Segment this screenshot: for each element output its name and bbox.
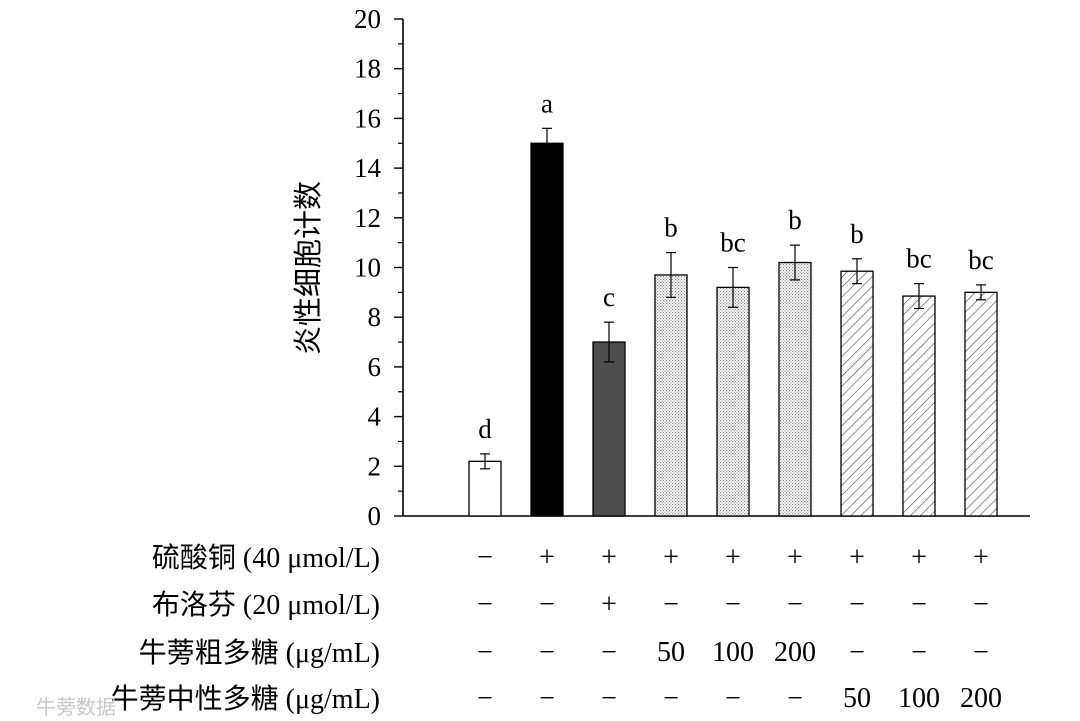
treatment-cell: −	[663, 683, 679, 714]
bar	[468, 460, 502, 517]
significance-letter: b	[664, 213, 678, 243]
treatment-cell: −	[539, 589, 555, 620]
treatment-cell: −	[911, 589, 927, 620]
treatment-cell: +	[911, 542, 927, 573]
treatment-cell: +	[787, 542, 803, 573]
y-tick-label: 20	[354, 4, 381, 34]
treatment-cell: +	[601, 589, 617, 620]
treatment-cell: −	[601, 683, 617, 714]
treatment-cell: 100	[898, 683, 940, 714]
significance-letters-group: d a c b bc b b bc bc	[478, 88, 994, 444]
treatment-cell: 50	[843, 683, 871, 714]
treatment-cell: −	[911, 637, 927, 668]
treatment-cell: −	[973, 637, 989, 668]
watermark-text: 牛蒡数据	[36, 696, 116, 719]
treatment-cell: −	[849, 589, 865, 620]
bar	[592, 341, 626, 517]
y-tick-label: 14	[354, 153, 382, 183]
bar	[902, 295, 936, 517]
treatment-cell: −	[539, 683, 555, 714]
y-axis: 0 2 4 6 8 10 12 14 16 18 20	[354, 4, 404, 531]
treatment-cell: −	[725, 589, 741, 620]
treatment-cell: 200	[960, 683, 1002, 714]
y-tick-label: 4	[368, 402, 382, 432]
y-tick-label: 2	[368, 451, 382, 481]
treatment-row-label: 牛蒡中性多糖 (μg/mL)	[111, 683, 380, 715]
bars-group	[468, 142, 998, 517]
treatment-cell: +	[539, 542, 555, 573]
treatment-cell: +	[849, 542, 865, 573]
significance-letter: bc	[968, 245, 994, 275]
y-tick-label: 0	[368, 501, 382, 531]
treatment-cell: +	[663, 542, 679, 573]
bar	[654, 274, 688, 517]
significance-letter: b	[788, 205, 802, 235]
treatment-cell: +	[725, 542, 741, 573]
y-tick-label: 6	[368, 352, 382, 382]
treatment-cell: −	[849, 637, 865, 668]
significance-letter: c	[603, 282, 615, 312]
treatment-cell: 50	[657, 637, 685, 668]
significance-letter: a	[541, 88, 553, 118]
treatment-cell: −	[539, 637, 555, 668]
error-bars-group	[480, 127, 986, 470]
bar	[778, 261, 812, 517]
y-axis-label: 炎性细胞计数	[292, 181, 325, 355]
treatment-cell: −	[787, 683, 803, 714]
treatment-cell: +	[601, 542, 617, 573]
y-tick-label: 10	[354, 253, 381, 283]
treatment-cell: −	[787, 589, 803, 620]
treatment-cell: 200	[774, 637, 816, 668]
significance-letter: bc	[720, 228, 746, 258]
treatment-cell: −	[725, 683, 741, 714]
treatment-cell: −	[973, 589, 989, 620]
treatment-row-label: 牛蒡粗多糖 (μg/mL)	[139, 637, 380, 669]
bar	[840, 270, 874, 517]
treatment-cell: −	[663, 589, 679, 620]
treatment-row-label: 硫酸铜 (40 μmol/L)	[152, 542, 380, 574]
bar	[530, 142, 564, 517]
treatment-cell: −	[477, 542, 493, 573]
treatment-cell: −	[477, 589, 493, 620]
treatment-cell: −	[477, 637, 493, 668]
treatment-cell: 100	[712, 637, 754, 668]
significance-letter: d	[478, 414, 492, 444]
y-tick-label: 16	[354, 103, 381, 133]
significance-letter: bc	[906, 244, 932, 274]
significance-letter: b	[850, 219, 864, 249]
bar	[964, 291, 998, 517]
y-tick-label: 12	[354, 203, 381, 233]
y-tick-label: 18	[354, 54, 381, 84]
treatment-cell: −	[477, 683, 493, 714]
bar	[716, 286, 750, 517]
treatment-row-label: 布洛芬 (20 μmol/L)	[152, 589, 380, 621]
y-tick-label: 8	[368, 302, 382, 332]
treatment-table: 硫酸铜 (40 μmol/L) − + + + + + + + + 布洛芬 (20 μmol/L) −…	[111, 542, 1002, 715]
treatment-cell: +	[973, 542, 989, 573]
treatment-cell: −	[601, 637, 617, 668]
